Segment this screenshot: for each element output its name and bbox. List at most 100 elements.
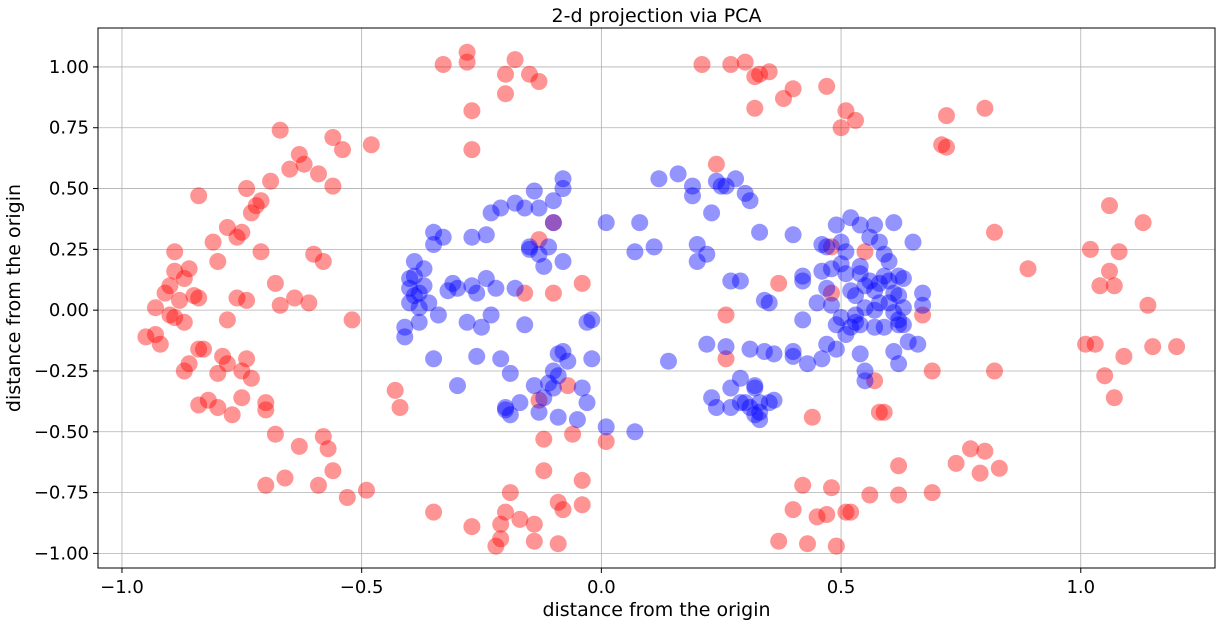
scatter-point <box>851 216 869 234</box>
scatter-point <box>410 284 428 302</box>
scatter-point <box>497 401 514 419</box>
scatter-point <box>468 284 486 302</box>
scatter-point <box>813 262 831 280</box>
scatter-point <box>458 43 476 61</box>
scatter-point <box>410 299 428 317</box>
scatter-point <box>986 362 1003 380</box>
scatter-point <box>300 294 318 312</box>
scatter-point <box>631 214 649 232</box>
scatter-point <box>842 209 860 227</box>
scatter-point <box>890 355 908 373</box>
y-tick-label: −1.00 <box>34 543 89 564</box>
scatter-point <box>823 284 840 302</box>
scatter-point <box>511 510 529 528</box>
scatter-point <box>266 425 284 443</box>
scatter-point <box>525 377 543 395</box>
scatter-point <box>827 316 845 334</box>
scatter-point <box>544 379 562 397</box>
scatter-point <box>751 65 769 83</box>
y-tick-label: −0.25 <box>34 361 89 382</box>
scatter-point <box>1019 260 1037 278</box>
scatter-point <box>511 394 529 412</box>
scatter-point <box>837 102 855 120</box>
scatter-point <box>727 170 745 188</box>
scatter-point <box>880 253 898 270</box>
scatter-point <box>190 396 208 414</box>
scatter-point <box>775 90 792 107</box>
scatter-point <box>751 403 769 421</box>
scatter-point <box>530 245 548 263</box>
scatter-point <box>818 335 836 353</box>
scatter-point <box>684 177 701 195</box>
scatter-point <box>401 279 419 297</box>
scatter-point <box>875 245 893 263</box>
scatter-point <box>497 85 514 103</box>
scatter-point <box>1081 240 1099 258</box>
x-axis-label: distance from the origin <box>542 599 770 621</box>
scatter-point <box>521 238 538 256</box>
scatter-point <box>856 362 874 380</box>
scatter-point <box>314 253 332 270</box>
scatter-point <box>185 287 203 305</box>
scatter-point <box>923 362 941 380</box>
scatter-point <box>597 433 615 450</box>
scatter-point <box>276 469 294 487</box>
scatter-point <box>794 272 812 290</box>
scatter-point <box>847 306 864 324</box>
scatter-point <box>799 355 816 373</box>
scatter-point <box>890 287 908 305</box>
scatter-point <box>650 170 668 188</box>
y-tick-label: −0.75 <box>34 483 89 504</box>
scatter-point <box>914 306 932 324</box>
scatter-point <box>487 537 505 555</box>
scatter-point <box>324 129 342 146</box>
scatter-point <box>242 369 260 387</box>
scatter-point <box>482 204 500 222</box>
scatter-point <box>439 282 457 300</box>
scatter-point <box>837 265 855 283</box>
scatter-point <box>707 155 725 173</box>
scatter-point <box>549 535 567 553</box>
scatter-point <box>837 503 855 521</box>
scatter-point <box>305 245 323 263</box>
scatter-point <box>741 399 759 416</box>
scatter-point <box>842 503 860 521</box>
scatter-point <box>870 403 888 421</box>
scatter-point <box>794 267 812 285</box>
scatter-point <box>875 318 893 336</box>
scatter-point <box>521 240 538 258</box>
scatter-point <box>808 508 826 526</box>
scatter-point <box>583 350 601 368</box>
scatter-point <box>703 389 721 407</box>
scatter-point <box>1101 197 1118 215</box>
scatter-point <box>933 136 951 154</box>
scatter-point <box>827 537 845 555</box>
scatter-point <box>540 238 558 256</box>
scatter-point <box>501 484 519 502</box>
scatter-point <box>1105 277 1123 295</box>
scatter-point <box>813 350 831 368</box>
scatter-point <box>573 496 591 514</box>
scatter-point <box>238 180 256 197</box>
scatter-point <box>717 306 735 324</box>
scatter-point <box>420 294 438 312</box>
scatter-point <box>818 238 836 256</box>
scatter-point <box>971 464 989 482</box>
scatter-point <box>813 236 831 253</box>
scatter-point <box>209 399 227 416</box>
scatter-point <box>401 270 419 287</box>
scatter-point <box>890 311 908 329</box>
scatter-point <box>870 233 888 251</box>
scatter-point <box>497 65 514 83</box>
scatter-point <box>698 245 716 263</box>
scatter-point <box>808 294 826 312</box>
scatter-point <box>976 442 994 460</box>
scatter-point <box>861 486 879 504</box>
scatter-point <box>396 318 414 336</box>
scatter-point <box>976 99 994 117</box>
scatter-point <box>204 233 222 251</box>
scatter-point <box>866 372 884 390</box>
scatter-point <box>751 394 769 412</box>
scatter-point <box>760 63 778 81</box>
scatter-point <box>818 77 836 95</box>
